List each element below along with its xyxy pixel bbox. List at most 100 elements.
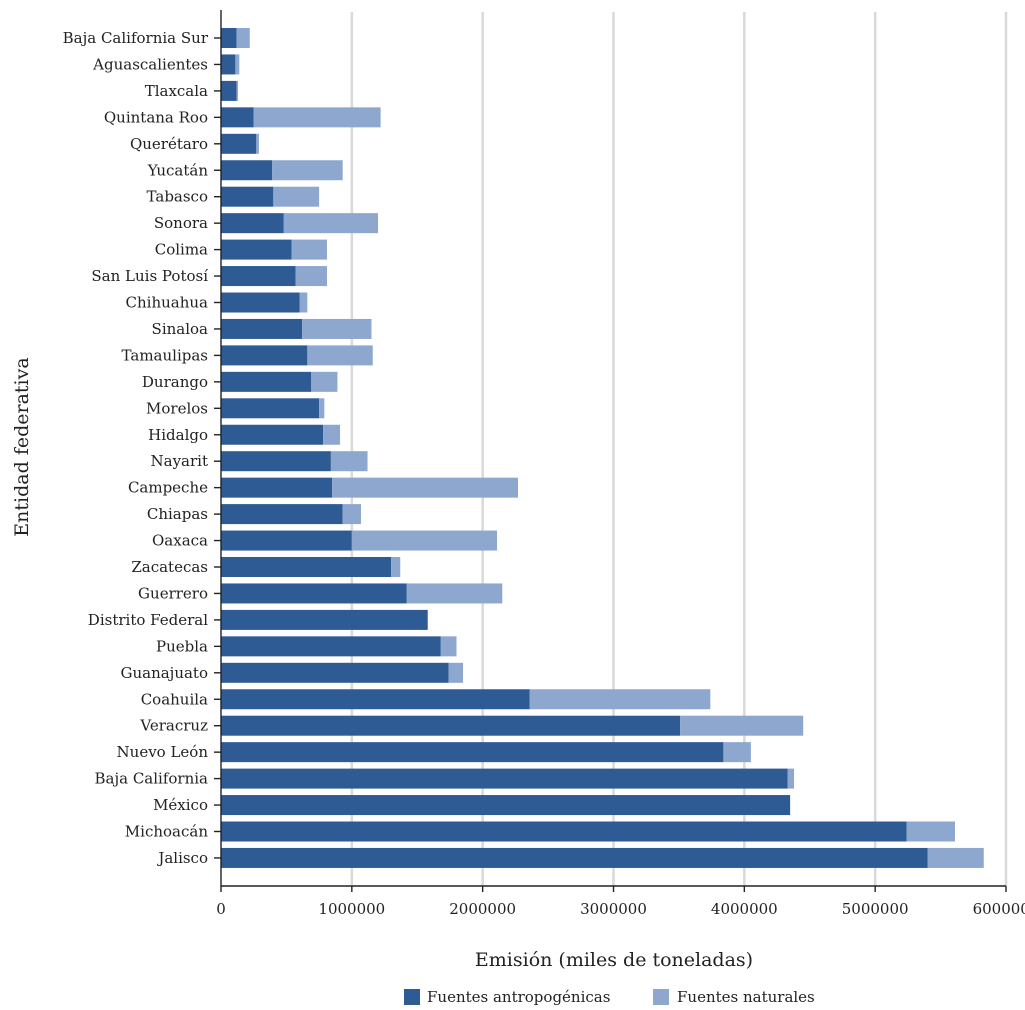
bar-naturales	[236, 28, 250, 48]
bar-antropogenicas	[221, 689, 530, 710]
category-label: Baja California	[95, 770, 209, 788]
category-label: San Luis Potosí	[91, 267, 208, 285]
category-label: Campeche	[128, 479, 208, 497]
y-axis-title: Entidad federativa	[11, 357, 33, 536]
category-label: Veracruz	[139, 717, 208, 735]
bar-antropogenicas	[221, 821, 907, 842]
bar-antropogenicas	[221, 424, 324, 445]
bar-naturales	[330, 451, 368, 472]
bar-naturales	[302, 318, 372, 339]
bar-naturales	[272, 160, 343, 181]
bar-naturales	[406, 583, 503, 604]
bars	[221, 28, 984, 868]
bar-naturales	[319, 398, 325, 419]
category-label: Tamaulipas	[122, 346, 208, 364]
bar-antropogenicas	[221, 557, 392, 577]
bar-antropogenicas	[221, 54, 236, 75]
bar-antropogenicas	[221, 451, 331, 472]
bar-antropogenicas	[221, 80, 237, 101]
bar-antropogenicas	[221, 636, 441, 657]
bar-antropogenicas	[221, 742, 724, 763]
bar-antropogenicas	[221, 477, 333, 498]
legend-swatch-naturales	[653, 989, 669, 1005]
bar-antropogenicas	[221, 609, 428, 630]
bar-naturales	[291, 239, 327, 260]
category-label: Quintana Roo	[104, 108, 208, 126]
category-labels: Baja California Sur Aguascalientes Tlaxcal…	[63, 29, 209, 867]
x-tick-label: 5000000	[842, 900, 909, 918]
category-label: Zacatecas	[131, 558, 208, 576]
x-tick-label: 6000000	[973, 900, 1025, 918]
bar-naturales	[256, 133, 259, 154]
bar-antropogenicas	[221, 583, 407, 604]
bar-naturales	[323, 424, 341, 445]
x-tick-label: 0	[216, 900, 226, 918]
category-label: Yucatán	[147, 161, 209, 179]
bar-naturales	[351, 530, 498, 551]
category-label: Baja California Sur	[63, 29, 209, 47]
bar-antropogenicas	[221, 345, 308, 366]
bar-naturales	[311, 371, 338, 392]
axes	[214, 10, 1007, 892]
category-label: Sinaloa	[152, 320, 209, 338]
bar-naturales	[273, 186, 320, 207]
bar-naturales	[927, 847, 984, 868]
category-label: Colima	[155, 241, 208, 259]
bar-antropogenicas	[221, 662, 449, 683]
x-axis-title: Emisión (miles de toneladas)	[475, 949, 753, 971]
bar-antropogenicas	[221, 160, 273, 181]
bar-naturales	[440, 636, 457, 657]
category-label: Querétaro	[130, 135, 208, 153]
bar-antropogenicas	[221, 266, 296, 287]
bar-antropogenicas	[221, 504, 343, 525]
x-tick-label: 3000000	[580, 900, 647, 918]
bar-naturales	[787, 768, 795, 789]
category-label: Nayarit	[151, 452, 208, 470]
x-tick-label: 1000000	[318, 900, 385, 918]
category-label: México	[153, 796, 208, 814]
bar-naturales	[236, 80, 239, 101]
gridlines	[350, 12, 1008, 886]
bar-naturales	[235, 54, 240, 75]
category-label: Durango	[142, 373, 208, 391]
x-tick-label: 2000000	[449, 900, 516, 918]
category-label: Aguascalientes	[92, 55, 208, 73]
category-label: Nuevo León	[117, 743, 209, 761]
bar-antropogenicas	[221, 371, 312, 392]
bar-antropogenicas	[221, 318, 303, 339]
bar-antropogenicas	[221, 107, 254, 128]
bar-naturales	[295, 266, 327, 287]
bar-antropogenicas	[221, 292, 300, 313]
category-label: Guanajuato	[120, 664, 208, 682]
bar-naturales	[680, 715, 804, 736]
legend-swatch-antropogenicas	[404, 989, 420, 1005]
bar-naturales	[529, 689, 711, 710]
category-label: Jalisco	[156, 849, 208, 867]
bar-naturales	[906, 821, 955, 842]
bar-antropogenicas	[221, 186, 274, 207]
bar-antropogenicas	[221, 239, 292, 260]
category-label: Coahuila	[141, 690, 208, 708]
bar-naturales	[332, 477, 518, 498]
category-label: Hidalgo	[148, 426, 208, 444]
x-tick-label: 4000000	[711, 900, 778, 918]
category-label: Michoacán	[125, 823, 209, 841]
category-label: Guerrero	[138, 584, 208, 602]
category-label: Oaxaca	[152, 532, 208, 550]
bar-antropogenicas	[221, 213, 284, 234]
legend-label-antropogenicas: Fuentes antropogénicas	[427, 988, 610, 1006]
legend: Fuentes antropogénicas Fuentes naturales	[404, 988, 815, 1006]
bar-naturales	[253, 107, 381, 128]
category-label: Puebla	[156, 637, 208, 655]
category-label: Tlaxcala	[145, 82, 208, 100]
category-label: Sonora	[154, 214, 208, 232]
bar-naturales	[283, 213, 378, 234]
category-label: Chihuahua	[126, 294, 209, 312]
bar-naturales	[299, 292, 308, 313]
x-tick-labels: 0 1000000 2000000 3000000 4000000 5000000 6000…	[216, 900, 1025, 918]
bar-antropogenicas	[221, 398, 320, 419]
bar-antropogenicas	[221, 847, 928, 868]
bar-naturales	[391, 557, 401, 577]
bar-naturales	[342, 504, 361, 525]
